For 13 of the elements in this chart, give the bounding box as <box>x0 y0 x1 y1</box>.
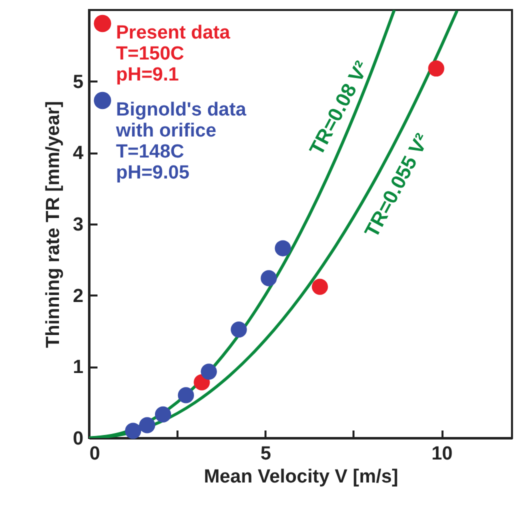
y-tick-label: 3 <box>72 214 84 236</box>
x-tick-label: 10 <box>431 444 453 464</box>
legend-label: Present data T=150C pH=9.1 <box>116 22 230 86</box>
x-tick-label: 0 <box>90 444 100 464</box>
y-tick-label: 0 <box>72 428 84 450</box>
y-tick-label: 2 <box>72 286 84 307</box>
x-tick-label: 5 <box>260 444 272 464</box>
y-axis-title: Thinning rate TR [mm/year] <box>42 100 64 348</box>
legend-label: Bignold's data with orifice T=148C pH=9.05 <box>115 100 247 184</box>
y-tick-label: 1 <box>72 357 84 378</box>
y-tick-label: 5 <box>72 72 84 93</box>
y-tick-label: 4 <box>72 143 84 164</box>
x-axis-title: Mean Velocity V [m/s] <box>204 466 398 488</box>
